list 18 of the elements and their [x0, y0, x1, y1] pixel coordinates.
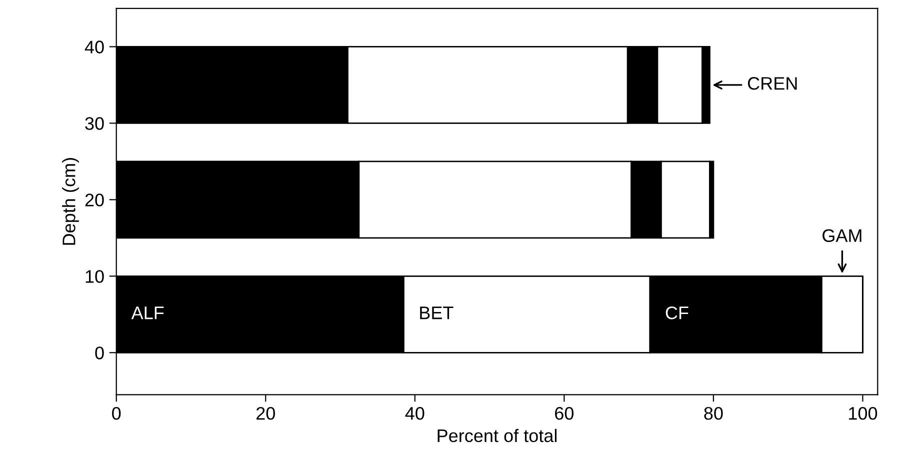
x-tick-label: 0 — [112, 406, 121, 420]
x-tick-label: 100 — [849, 406, 878, 420]
y-tick-label: 30 — [85, 117, 104, 130]
y-tick-label: 40 — [84, 40, 104, 54]
series-label: BET — [420, 306, 454, 320]
series-label: GAM — [822, 229, 862, 242]
y-tick-label: 0 — [95, 346, 104, 360]
series-label: ALF — [131, 306, 164, 320]
legend-label: CREN — [748, 77, 797, 90]
x-tick-label: 40 — [405, 406, 424, 420]
x-tick-label: 80 — [704, 406, 723, 420]
x-tick-label: 20 — [256, 406, 275, 420]
x-tick-label: 60 — [555, 406, 574, 420]
x-axis-title: Percent of total — [438, 428, 557, 442]
y-axis-title: Depth (cm) — [62, 158, 79, 245]
y-tick-label: 20 — [85, 194, 104, 206]
series-label: CF — [666, 306, 688, 320]
y-tick-label: 10 — [86, 270, 104, 283]
